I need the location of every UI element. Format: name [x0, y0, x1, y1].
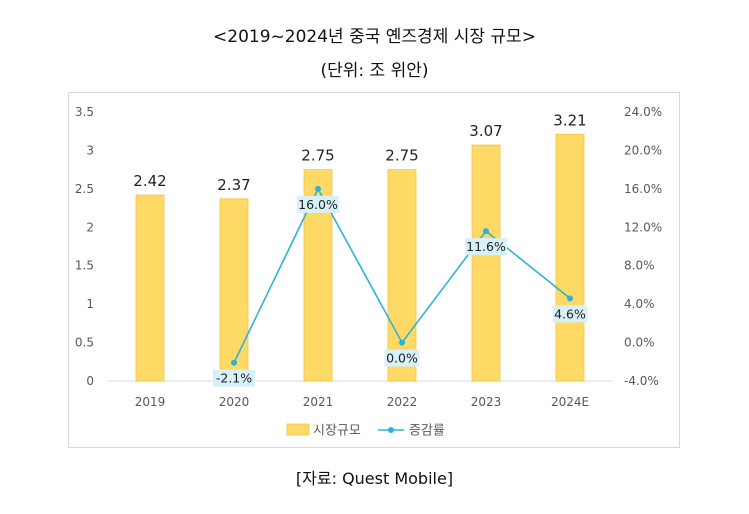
growth-label-box [384, 349, 420, 367]
bar-2019 [135, 194, 165, 382]
chart-subtitle: (단위: 조 위안) [320, 61, 429, 81]
y-right-tick-label: 20.0% [624, 143, 662, 157]
bar-2024E [555, 133, 585, 382]
bar-value-label: 2.37 [217, 176, 250, 194]
y-left-tick-label: 2 [86, 220, 94, 234]
x-tick-label: 2019 [135, 395, 166, 409]
bar-value-label: 3.07 [469, 122, 502, 140]
chart-title: <2019~2024년 중국 옌즈경제 시장 규모> [213, 27, 536, 47]
legend-line-marker [388, 427, 394, 433]
bar-2020 [219, 198, 249, 382]
x-tick-label: 2023 [471, 395, 502, 409]
y-left-tick-label: 1.5 [75, 259, 94, 273]
growth-label-box [465, 238, 507, 256]
bar-value-label: 2.75 [385, 147, 418, 165]
growth-label-box [213, 369, 255, 387]
y-right-tick-label: 4.0% [624, 297, 655, 311]
growth-point-2024E [567, 295, 573, 302]
y-right-tick-label: 0.0% [624, 336, 655, 350]
y-left-tick-label: 1 [86, 297, 94, 311]
growth-label: 16.0% [298, 197, 338, 212]
y-left-tick-label: 0.5 [75, 336, 94, 350]
x-tick-label: 2020 [219, 395, 250, 409]
y-right-tick-label: -4.0% [624, 374, 659, 388]
legend-bar-label: 시장규모 [313, 424, 361, 439]
y-right-tick-label: 16.0% [624, 182, 662, 196]
bar-2023 [471, 144, 501, 382]
y-left-tick-label: 0 [86, 374, 94, 388]
y-left-tick-label: 3.5 [75, 105, 94, 119]
legend-bar-swatch [286, 423, 310, 436]
bar-2022 [387, 169, 417, 382]
y-right-tick-label: 12.0% [624, 220, 662, 234]
growth-point-2022 [399, 339, 405, 346]
y-right-tick-label: 24.0% [624, 105, 662, 119]
growth-label-box [552, 305, 588, 323]
growth-label-box [297, 195, 339, 213]
growth-label: -2.1% [216, 371, 252, 386]
bar-value-label: 3.21 [553, 111, 586, 129]
growth-point-2021 [315, 185, 321, 192]
x-tick-label: 2022 [387, 395, 418, 409]
growth-point-2020 [231, 359, 237, 366]
x-tick-label: 2024E [551, 395, 589, 409]
legend-line-label: 증감률 [409, 424, 445, 439]
y-right-tick-label: 8.0% [624, 259, 655, 273]
source-note: [자료: Quest Mobile] [295, 469, 454, 488]
x-tick-label: 2021 [303, 395, 334, 409]
y-left-tick-label: 3 [86, 143, 94, 157]
growth-point-2023 [483, 228, 489, 235]
bar-value-label: 2.42 [133, 172, 166, 190]
bar-value-label: 2.75 [301, 147, 334, 165]
y-left-tick-label: 2.5 [75, 182, 94, 196]
growth-label: 11.6% [466, 239, 506, 254]
growth-label: 4.6% [554, 306, 586, 321]
growth-label: 0.0% [386, 351, 418, 366]
